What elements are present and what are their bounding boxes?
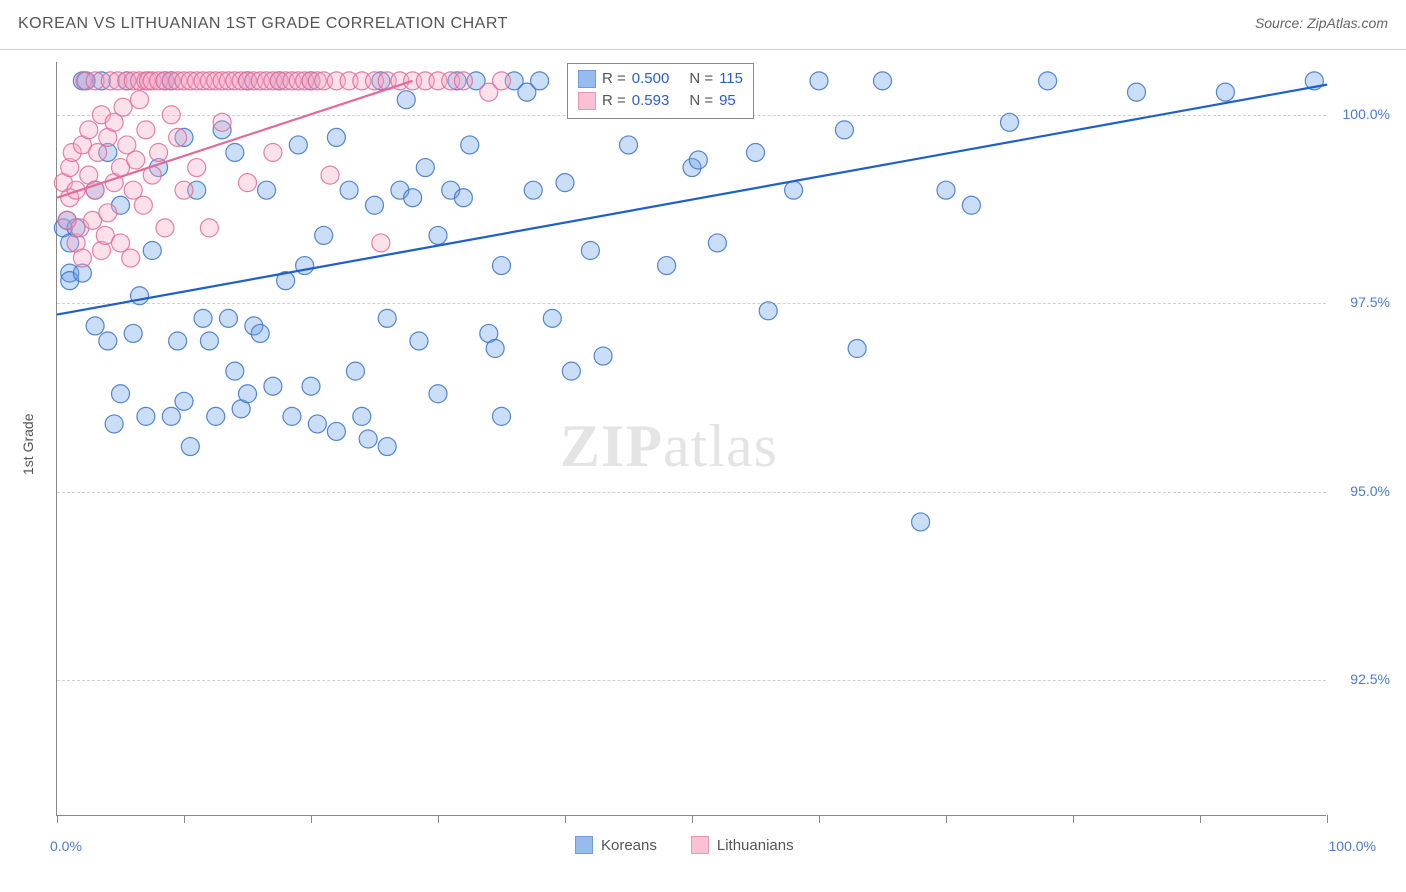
swatch-lithuanians [578, 92, 596, 110]
series-legend: Koreans Lithuanians [575, 836, 794, 854]
legend-row-lithuanians: R = 0.593 N = 95 [578, 90, 743, 112]
source-name: ZipAtlas.com [1307, 15, 1388, 31]
chart-source: Source: ZipAtlas.com [1255, 15, 1388, 31]
y-tick-label: 97.5% [1350, 294, 1390, 310]
chart-header: KOREAN VS LITHUANIAN 1ST GRADE CORRELATI… [0, 0, 1406, 50]
n-label: N = [689, 90, 713, 112]
x-tick [1073, 815, 1074, 823]
y-tick-label: 95.0% [1350, 483, 1390, 499]
n-value-koreans: 115 [719, 68, 743, 90]
n-label: N = [689, 68, 713, 90]
x-tick [1327, 815, 1328, 823]
correlation-legend: R = 0.500 N = 115 R = 0.593 N = 95 [567, 63, 754, 119]
x-tick [819, 815, 820, 823]
x-tick [565, 815, 566, 823]
y-axis-title: 1st Grade [20, 414, 36, 475]
x-tick [184, 815, 185, 823]
x-tick [57, 815, 58, 823]
r-value-koreans: 0.500 [632, 68, 670, 90]
swatch-koreans [578, 70, 596, 88]
series-label-lithuanians: Lithuanians [717, 837, 794, 854]
x-tick [692, 815, 693, 823]
legend-row-koreans: R = 0.500 N = 115 [578, 68, 743, 90]
x-axis-label-right: 100.0% [1329, 838, 1376, 854]
y-tick-label: 100.0% [1343, 106, 1390, 122]
n-value-lithuanians: 95 [719, 90, 736, 112]
y-tick-label: 92.5% [1350, 671, 1390, 687]
source-label: Source: [1255, 15, 1303, 31]
r-value-lithuanians: 0.593 [632, 90, 670, 112]
series-label-koreans: Koreans [601, 837, 657, 854]
x-axis-label-left: 0.0% [50, 838, 82, 854]
x-tick [946, 815, 947, 823]
swatch-koreans-bottom [575, 836, 593, 854]
r-label: R = [602, 90, 626, 112]
r-label: R = [602, 68, 626, 90]
plot-svg [57, 62, 1326, 815]
chart-title: KOREAN VS LITHUANIAN 1ST GRADE CORRELATI… [18, 15, 508, 33]
x-tick [438, 815, 439, 823]
x-tick [311, 815, 312, 823]
plot-area: 92.5%95.0%97.5%100.0% ZIPatlas R = 0.500… [56, 62, 1326, 816]
swatch-lithuanians-bottom [691, 836, 709, 854]
x-tick [1200, 815, 1201, 823]
